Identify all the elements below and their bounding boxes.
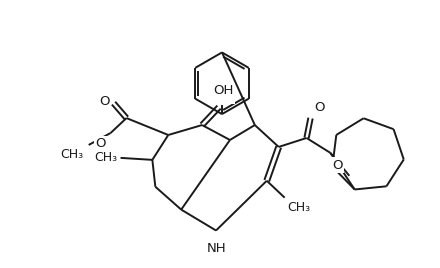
Text: NH: NH <box>207 243 227 255</box>
Text: O: O <box>99 95 110 108</box>
Text: O: O <box>315 101 325 114</box>
Text: CH₃: CH₃ <box>95 151 117 164</box>
Text: OH: OH <box>213 84 233 97</box>
Text: CH₃: CH₃ <box>288 201 311 214</box>
Text: O: O <box>223 89 234 102</box>
Text: O: O <box>332 159 343 172</box>
Text: CH₃: CH₃ <box>61 148 84 161</box>
Text: O: O <box>95 137 106 150</box>
